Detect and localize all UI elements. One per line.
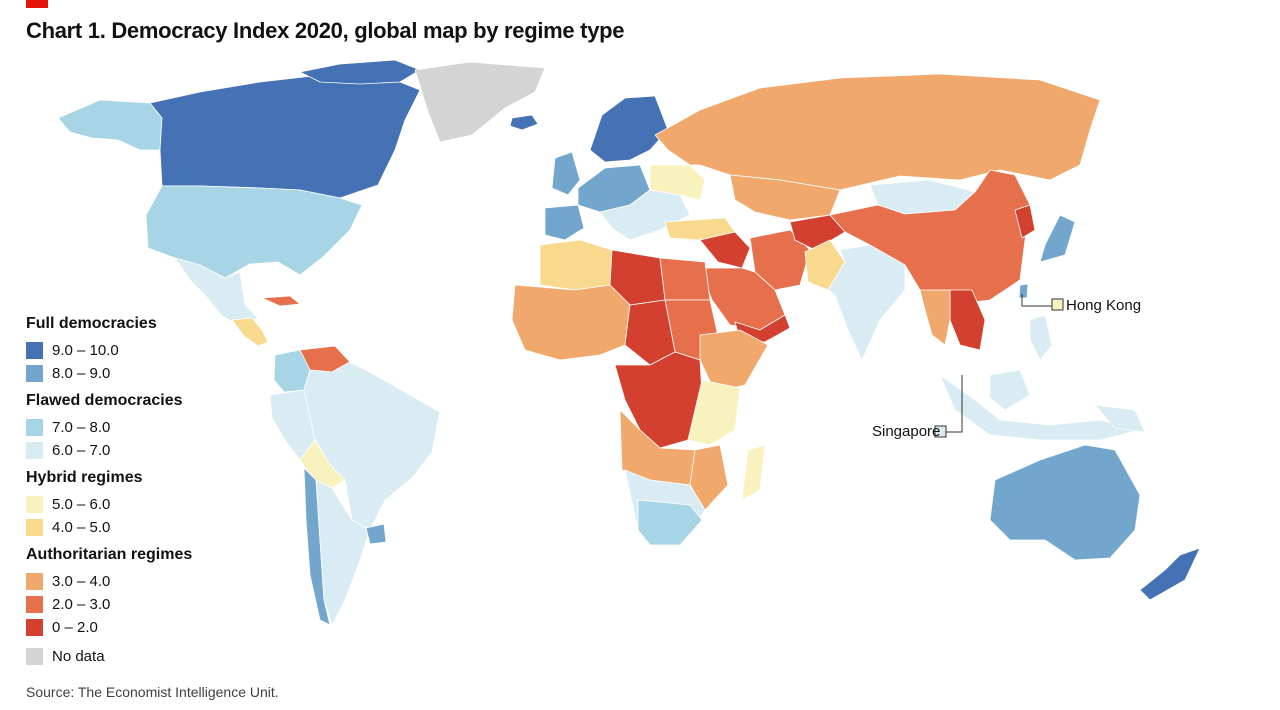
region-thailand-myanmar — [919, 289, 951, 346]
region-syria-iraq — [699, 231, 751, 269]
region-japan — [1039, 214, 1076, 263]
legend-item: 7.0 – 8.0 — [26, 416, 256, 439]
region-taiwan — [1018, 283, 1029, 299]
region-cuba — [261, 295, 301, 307]
legend-item: 2.0 – 3.0 — [26, 593, 256, 616]
region-east-africa — [687, 379, 741, 446]
legend-label: 5.0 – 6.0 — [52, 496, 111, 513]
legend-swatch — [26, 573, 43, 590]
legend-label: No data — [52, 648, 105, 665]
legend-swatch — [26, 648, 43, 665]
legend-heading: Flawed democracies — [26, 392, 183, 409]
hong-kong-leader — [1021, 294, 1052, 307]
legend-group-no-data: No data — [26, 645, 256, 668]
region-china — [829, 169, 1031, 306]
legend-swatch — [26, 619, 43, 636]
legend-swatch — [26, 442, 43, 459]
region-png — [1094, 404, 1146, 433]
region-madagascar — [741, 444, 766, 501]
hong-kong-label: Hong Kong — [1066, 297, 1142, 314]
legend-item: 6.0 – 7.0 — [26, 439, 256, 462]
legend-group-hybrid: Hybrid regimes 5.0 – 6.0 4.0 – 5.0 — [26, 468, 256, 539]
region-kazakhstan — [729, 174, 841, 221]
region-south-africa — [637, 499, 703, 546]
legend-item: 0 – 2.0 — [26, 616, 256, 639]
legend-label: 2.0 – 3.0 — [52, 596, 111, 613]
region-usa — [145, 185, 363, 279]
hong-kong-swatch — [1051, 298, 1064, 311]
legend-item: 3.0 – 4.0 — [26, 570, 256, 593]
region-greenland — [414, 61, 546, 143]
legend-swatch — [26, 596, 43, 613]
legend-label: 6.0 – 7.0 — [52, 442, 111, 459]
legend-group-full: Full democracies 9.0 – 10.0 8.0 – 9.0 — [26, 314, 256, 385]
region-borneo — [989, 369, 1031, 411]
brand-red-tab — [26, 0, 48, 8]
source-note: Source: The Economist Intelligence Unit. — [26, 684, 279, 700]
region-iceland — [509, 114, 539, 131]
legend-heading: Full democracies — [26, 315, 157, 332]
legend-label: 0 – 2.0 — [52, 619, 98, 636]
region-scandinavia — [589, 95, 669, 163]
region-central-america — [231, 317, 269, 347]
singapore-swatch — [934, 425, 947, 438]
legend-swatch — [26, 419, 43, 436]
region-egypt — [659, 257, 711, 301]
region-canada-arctic — [299, 59, 421, 85]
legend-group-flawed: Flawed democracies 7.0 – 8.0 6.0 – 7.0 — [26, 391, 256, 462]
legend-group-authoritarian: Authoritarian regimes 3.0 – 4.0 2.0 – 3.… — [26, 545, 256, 639]
region-uk — [551, 151, 581, 196]
region-korea — [1014, 204, 1036, 239]
region-iberia — [544, 204, 585, 241]
region-mozambique — [689, 444, 729, 511]
singapore-label: Singapore — [872, 423, 941, 440]
legend-item: 5.0 – 6.0 — [26, 493, 256, 516]
region-canada — [149, 73, 421, 199]
region-uruguay — [365, 523, 387, 545]
map-legend: Full democracies 9.0 – 10.0 8.0 – 9.0 Fl… — [26, 314, 256, 674]
region-west-africa — [511, 284, 631, 361]
region-north-africa-west — [539, 239, 613, 291]
singapore-leader — [946, 375, 963, 433]
region-russia — [654, 73, 1101, 191]
legend-label: 9.0 – 10.0 — [52, 342, 119, 359]
legend-item: No data — [26, 645, 256, 668]
legend-swatch — [26, 519, 43, 536]
legend-heading: Hybrid regimes — [26, 469, 143, 486]
legend-item: 4.0 – 5.0 — [26, 516, 256, 539]
legend-item: 8.0 – 9.0 — [26, 362, 256, 385]
legend-heading: Authoritarian regimes — [26, 546, 193, 563]
region-mexico — [174, 257, 259, 327]
legend-label: 8.0 – 9.0 — [52, 365, 111, 382]
legend-swatch — [26, 365, 43, 382]
legend-swatch — [26, 342, 43, 359]
legend-item: 9.0 – 10.0 — [26, 339, 256, 362]
region-argentina — [315, 479, 371, 626]
chart-title: Chart 1. Democracy Index 2020, global ma… — [26, 18, 625, 43]
region-philippines — [1029, 314, 1053, 361]
legend-label: 3.0 – 4.0 — [52, 573, 111, 590]
legend-label: 7.0 – 8.0 — [52, 419, 111, 436]
region-new-zealand — [1139, 547, 1201, 601]
region-australia — [989, 444, 1141, 561]
legend-swatch — [26, 496, 43, 513]
legend-label: 4.0 – 5.0 — [52, 519, 111, 536]
region-italy-balkans — [599, 189, 691, 241]
region-alaska — [57, 99, 163, 151]
